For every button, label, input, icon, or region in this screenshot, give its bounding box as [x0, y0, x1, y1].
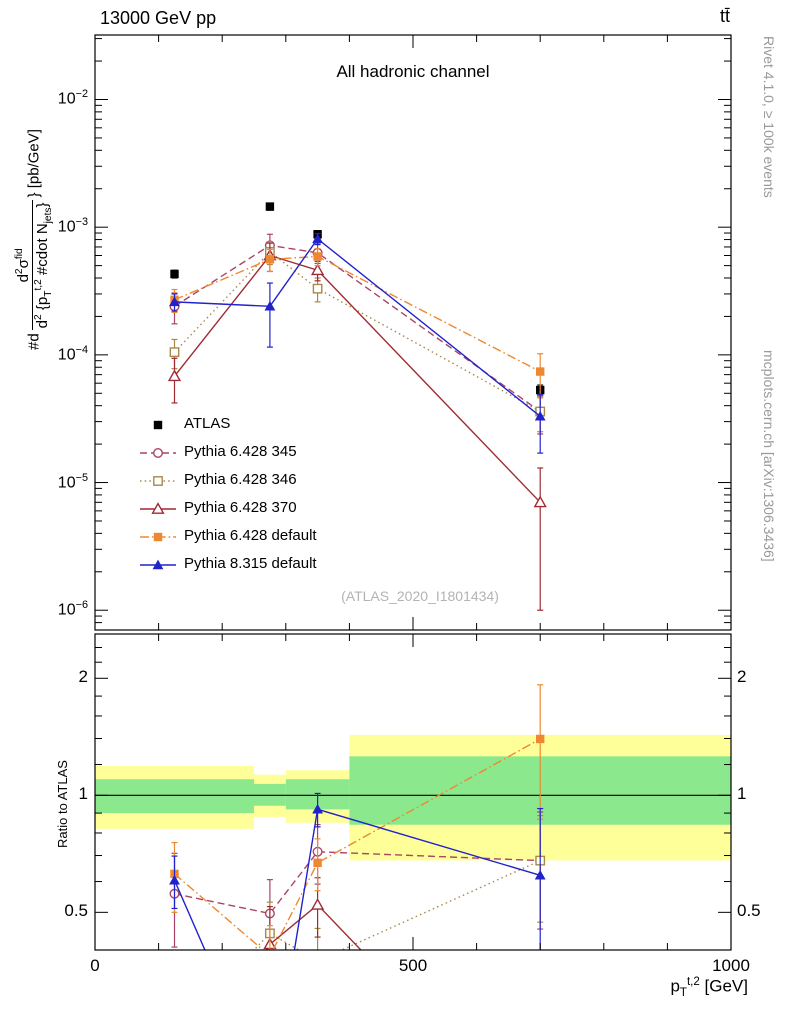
legend: [140, 420, 176, 570]
marker-square-filled: [265, 202, 275, 211]
marker-square-open: [169, 347, 180, 358]
marker-square-filled: [265, 255, 275, 264]
series-main-pythia-6-428-345: [169, 233, 546, 435]
marker-triangle-filled: [169, 874, 180, 885]
marker-triangle-open: [311, 897, 325, 910]
series-main-pythia-8-315-default: [169, 233, 546, 454]
marker-triangle-open: [311, 263, 325, 276]
axis-ticks: [94, 35, 732, 950]
marker-triangle-filled: [312, 803, 323, 814]
marker-square-filled: [313, 252, 322, 261]
marker-square-filled: [153, 532, 163, 542]
ratio-uncertainty-bands: [95, 734, 731, 861]
marker-triangle-filled: [169, 296, 180, 307]
marker-triangle-filled: [152, 559, 164, 570]
marker-square-filled: [153, 420, 163, 430]
marker-triangle-filled: [534, 869, 546, 880]
marker-triangle-filled: [264, 300, 276, 311]
marker-square-open: [153, 476, 163, 486]
series-main-pythia-6-428-370: [167, 242, 547, 611]
marker-triangle-filled: [312, 233, 323, 244]
marker-circle-open: [152, 448, 163, 459]
series-ratio-pythia-6-428-370: [263, 877, 362, 950]
series-ratio-pythia-8-315-default: [169, 792, 546, 950]
marker-square-filled: [313, 858, 322, 868]
green-band-bin0: [95, 779, 254, 814]
main-panel-frame: [94, 34, 732, 631]
marker-square-filled: [536, 367, 545, 376]
marker-triangle-open: [167, 369, 182, 382]
marker-triangle-open: [151, 502, 165, 514]
marker-triangle-filled: [534, 410, 546, 421]
marker-square-filled: [170, 269, 179, 279]
marker-square-filled: [536, 734, 545, 744]
marker-triangle-open: [533, 495, 547, 508]
marker-square-open: [312, 283, 323, 294]
series-main-atlas: [170, 202, 545, 397]
